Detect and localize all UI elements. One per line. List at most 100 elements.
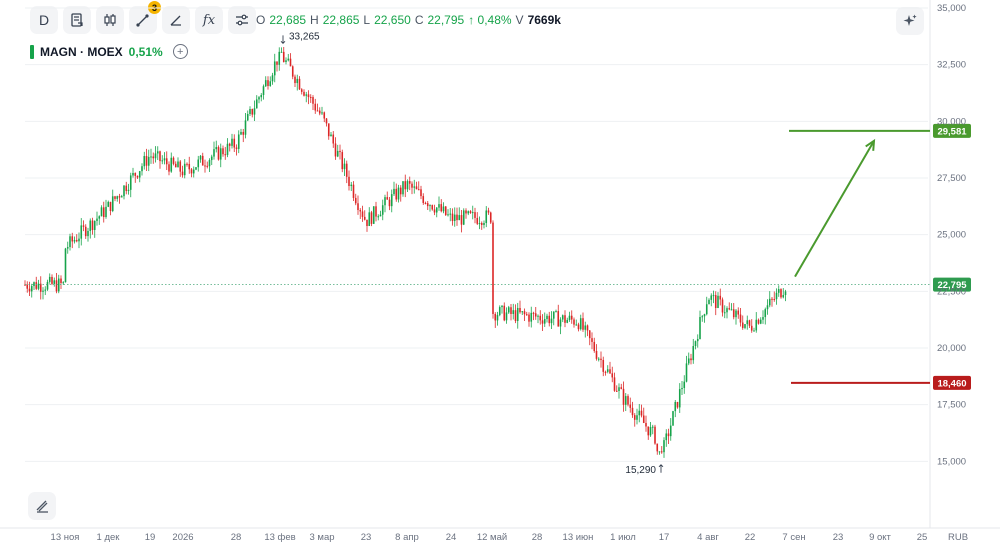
- candle-body: [568, 315, 571, 320]
- candles-icon: [104, 14, 116, 26]
- candle-body: [132, 172, 134, 176]
- candle-body: [343, 163, 346, 170]
- candle-body: [246, 114, 249, 121]
- candle-body: [683, 381, 686, 388]
- candle-body: [222, 148, 224, 155]
- symbol-legend[interactable]: MAGN · MOEX 0,51% +: [30, 44, 188, 59]
- x-tick-label: 3 мар: [309, 532, 334, 543]
- candle-body: [665, 433, 668, 441]
- candle-body: [507, 307, 510, 313]
- candle-body: [357, 203, 359, 210]
- candle-body: [548, 315, 551, 324]
- candle-body: [424, 202, 427, 204]
- candle-body: [746, 320, 749, 325]
- candle-body: [303, 91, 305, 96]
- candle-body: [267, 80, 269, 86]
- stop-level-tag: [933, 375, 971, 390]
- candle-body: [726, 308, 728, 313]
- candle-body: [519, 307, 521, 313]
- candle-body: [759, 319, 762, 324]
- candle-body: [555, 311, 557, 313]
- candle-body: [503, 305, 506, 321]
- chart-type-button[interactable]: [96, 6, 124, 34]
- candle-body: [399, 187, 402, 195]
- interval-button[interactable]: D: [30, 6, 58, 34]
- candle-body: [534, 313, 537, 317]
- candle-body: [764, 309, 767, 318]
- candle-body: [467, 211, 470, 214]
- candle-body: [564, 315, 566, 323]
- price-levels: 33,265 15,290 22,795 29,581 18,460: [25, 31, 971, 476]
- candle-body: [152, 156, 155, 159]
- candle-body: [435, 207, 438, 213]
- candle-body: [429, 205, 431, 207]
- candle-body: [492, 222, 494, 314]
- candle-body: [451, 213, 454, 222]
- candle-body: [289, 58, 292, 67]
- candle-body: [609, 369, 611, 374]
- candle-body: [748, 320, 751, 326]
- candle-body: [228, 143, 231, 146]
- candle-body: [703, 314, 706, 317]
- candle-body: [332, 134, 335, 144]
- fx-label: fx: [202, 12, 216, 28]
- y-tick-label: 30,000: [937, 116, 966, 127]
- x-tick-label: 22: [745, 532, 756, 543]
- symbol-change: 0,51%: [128, 44, 163, 59]
- candle-body: [539, 315, 542, 321]
- candle-body: [192, 169, 195, 174]
- candle-body: [60, 278, 62, 284]
- candle-body: [48, 276, 51, 282]
- candle-body: [521, 311, 524, 313]
- candle-body: [127, 189, 130, 192]
- candle-body: [372, 206, 375, 224]
- candle-body: [629, 404, 632, 408]
- candle-body: [465, 210, 467, 214]
- candle-body: [330, 134, 332, 137]
- x-tick-label: 13 ноя: [51, 532, 80, 543]
- candle-body: [339, 150, 341, 153]
- candle-body: [168, 164, 170, 172]
- candle-body: [120, 196, 123, 198]
- candle-body: [287, 58, 290, 61]
- candle-body: [600, 358, 602, 360]
- candle-body: [730, 309, 733, 311]
- indicators-button[interactable]: fx: [195, 6, 223, 34]
- candle-body: [483, 223, 485, 225]
- candle-body: [82, 225, 85, 227]
- x-tick-label: 13 фев: [264, 532, 295, 543]
- indicator-template-button[interactable]: [63, 6, 91, 34]
- candle-body: [620, 387, 623, 389]
- candle-body: [271, 75, 274, 82]
- candle-body: [251, 108, 254, 115]
- candle-body: [352, 184, 355, 198]
- candle-body: [80, 225, 83, 239]
- candle-body: [489, 212, 492, 223]
- candle-body: [636, 415, 638, 420]
- add-symbol-icon[interactable]: +: [172, 44, 188, 59]
- candle-body: [638, 410, 641, 416]
- candle-body: [559, 319, 562, 327]
- settings-button[interactable]: [228, 6, 256, 34]
- draw-tool-toggle[interactable]: [28, 492, 56, 520]
- candle-body: [195, 167, 197, 170]
- candle-body: [696, 338, 699, 342]
- candle-body: [728, 308, 731, 310]
- ruler-tool-button[interactable]: [162, 6, 190, 34]
- candle-body: [566, 319, 569, 323]
- candle-body: [474, 212, 476, 218]
- candle-body: [586, 325, 589, 331]
- ai-assistant-button[interactable]: [896, 7, 924, 35]
- candle-body: [654, 426, 656, 444]
- last-price-tag-label: 22,795: [937, 280, 967, 291]
- candle-body: [69, 236, 71, 248]
- candle-body: [386, 197, 389, 200]
- candle-body: [318, 110, 321, 114]
- candle-body: [249, 108, 251, 115]
- forecast-arrowhead: [865, 138, 876, 151]
- candle-body: [525, 314, 528, 316]
- candle-body: [456, 214, 458, 221]
- x-tick-label: 8 апр: [395, 532, 419, 543]
- candle-body: [253, 108, 256, 115]
